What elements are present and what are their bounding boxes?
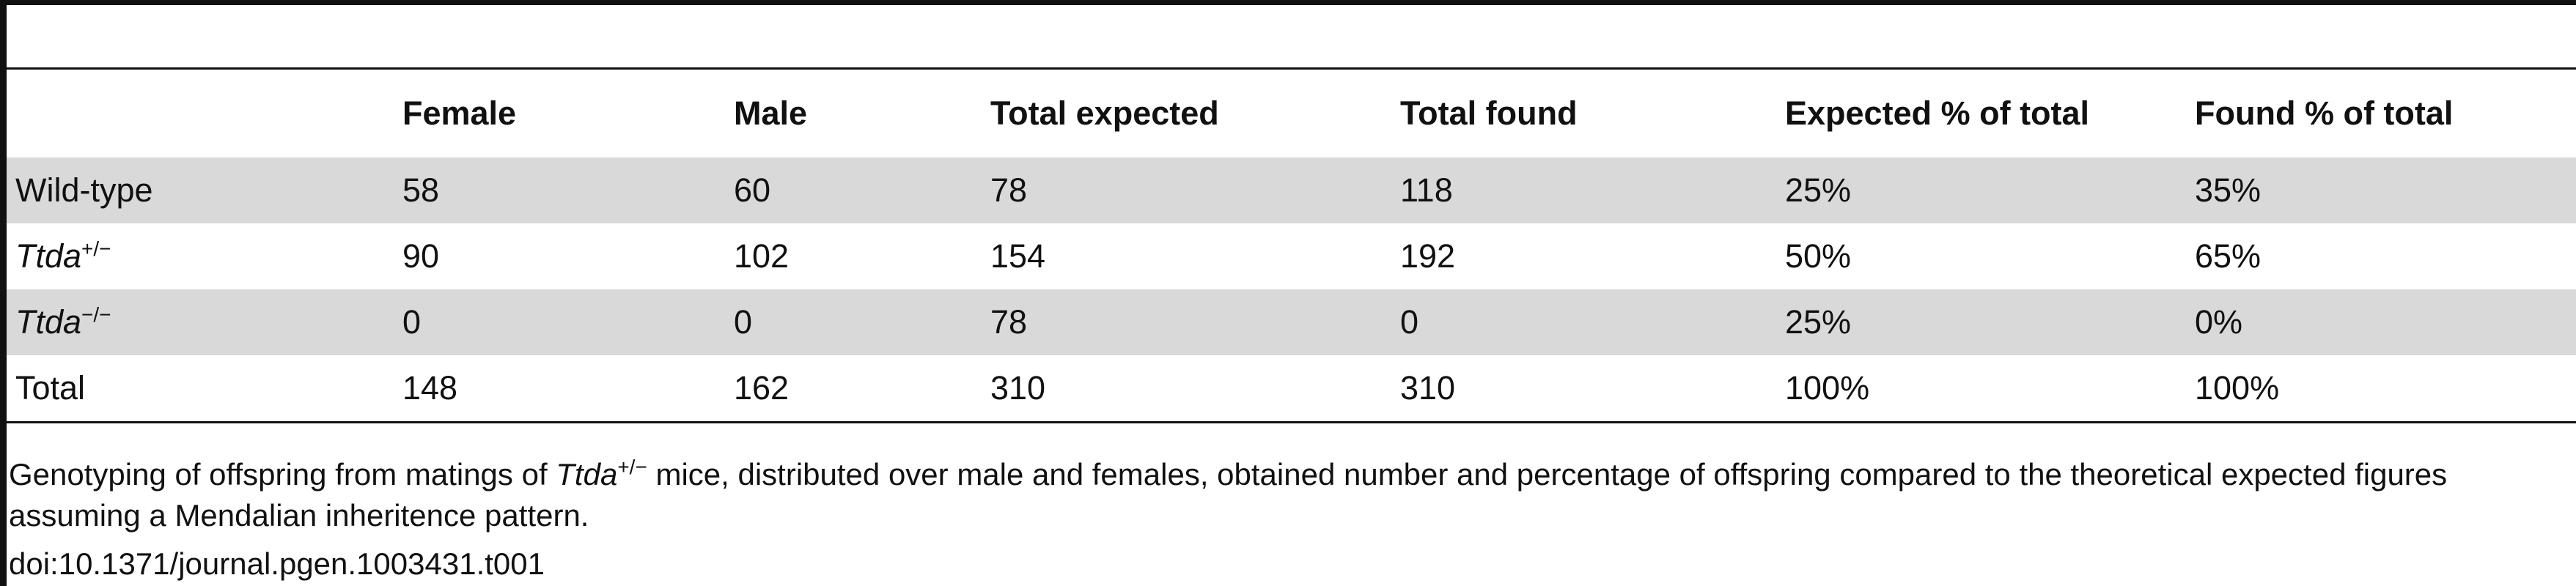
cell-found-pct: 35% <box>2195 157 2576 223</box>
cell-male: 0 <box>734 289 990 355</box>
table-row: Wild-type 58 60 78 118 25% 35% <box>7 157 2576 223</box>
row-label: Ttda−/− <box>7 289 402 355</box>
cell-total-found: 310 <box>1400 369 1456 407</box>
caption-superscript: +/− <box>617 456 647 478</box>
caption-post: mice, distributed over male and females,… <box>9 457 2448 533</box>
header-expected-pct: Expected % of total <box>1785 94 2090 132</box>
cell-total-found: 118 <box>1400 157 1785 223</box>
table-row: Ttda−/− 0 0 78 0 25% 0% <box>7 289 2576 355</box>
cell-found-pct: 65% <box>2195 237 2262 275</box>
header-total-expected: Total expected <box>990 94 1219 132</box>
cell-female: 0 <box>402 289 734 355</box>
doi-text: doi:10.1371/journal.pgen.1003431.t001 <box>9 546 545 581</box>
genotype-text: Wild-type <box>15 171 153 209</box>
table-caption: Genotyping of offspring from matings of … <box>9 454 2567 536</box>
left-border <box>0 0 7 586</box>
cell-female: 58 <box>402 157 734 223</box>
cell-total-expected: 154 <box>990 237 1046 275</box>
top-border <box>0 0 2576 5</box>
table-row: Total 148 162 310 310 100% 100% <box>7 355 2576 423</box>
genotype-superscript: −/− <box>81 303 111 326</box>
caption-gene: Ttda <box>556 457 618 492</box>
genotype-table: Female Male Total expected Total found E… <box>7 67 2576 423</box>
cell-male: 162 <box>734 369 790 407</box>
cell-expected-pct: 25% <box>1785 157 2195 223</box>
header-male: Male <box>734 94 808 132</box>
header-row: Female Male Total expected Total found E… <box>7 68 2576 158</box>
cell-total-expected: 78 <box>990 289 1400 355</box>
header-genotype <box>7 69 402 158</box>
cell-female: 90 <box>402 237 440 275</box>
genotype-text: Total <box>15 369 86 407</box>
row-label: Wild-type <box>7 157 402 223</box>
cell-total-found: 192 <box>1400 237 1456 275</box>
header-found-pct: Found % of total <box>2195 94 2454 132</box>
genotype-superscript: +/− <box>81 237 111 260</box>
cell-female: 148 <box>402 369 458 407</box>
cell-male: 102 <box>734 237 790 275</box>
gene-name: Ttda <box>15 303 82 341</box>
table-row: Ttda+/− 90 102 154 192 50% 65% <box>7 223 2576 289</box>
cell-found-pct: 100% <box>2195 369 2280 407</box>
cell-total-found: 0 <box>1400 289 1785 355</box>
cell-expected-pct: 50% <box>1785 237 1852 275</box>
cell-male: 60 <box>734 157 990 223</box>
header-total-found: Total found <box>1400 94 1578 132</box>
cell-expected-pct: 100% <box>1785 369 1870 407</box>
cell-total-expected: 78 <box>990 157 1400 223</box>
row-label: Total <box>7 355 402 423</box>
cell-found-pct: 0% <box>2195 289 2576 355</box>
gene-name: Ttda <box>15 237 82 275</box>
header-female: Female <box>402 94 517 132</box>
cell-total-expected: 310 <box>990 369 1046 407</box>
cell-expected-pct: 25% <box>1785 289 2195 355</box>
caption-pre: Genotyping of offspring from matings of <box>9 457 556 492</box>
row-label: Ttda+/− <box>7 223 402 289</box>
